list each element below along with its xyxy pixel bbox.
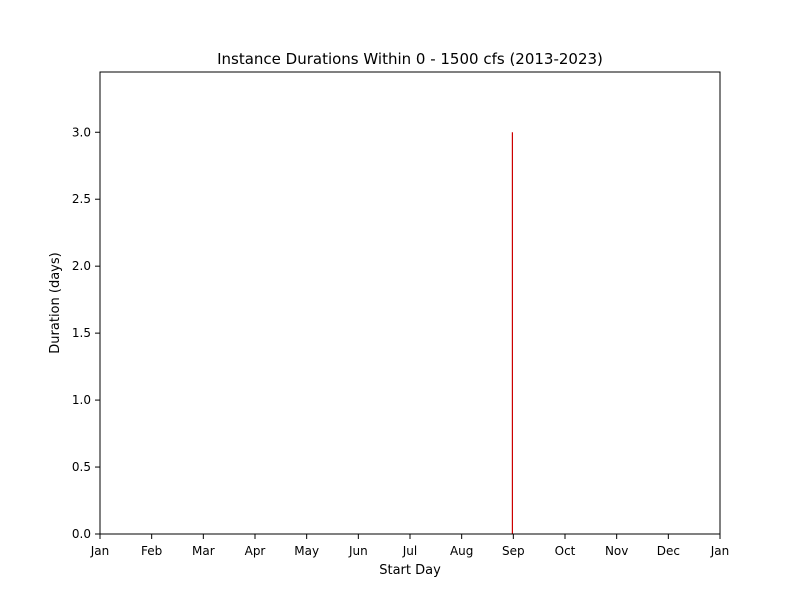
x-tick-label: Apr (245, 544, 266, 558)
y-tick-label: 3.0 (72, 125, 91, 139)
x-tick-label: Feb (141, 544, 162, 558)
duration-bar (511, 132, 513, 534)
y-tick-label: 1.0 (72, 393, 91, 407)
x-tick-label: Jan (710, 544, 730, 558)
x-tick-label: Mar (192, 544, 215, 558)
y-axis-label: Duration (days) (48, 252, 63, 353)
y-tick-label: 1.5 (72, 326, 91, 340)
x-tick-label: Oct (555, 544, 576, 558)
y-tick-label: 0.5 (72, 460, 91, 474)
x-tick-label: Nov (605, 544, 628, 558)
bars-layer (511, 132, 513, 534)
y-tick-label: 2.0 (72, 259, 91, 273)
x-axis-label: Start Day (379, 563, 441, 578)
x-axis: Jan Feb Mar Apr May Jun Jul Aug Sep Oct Nov Dec Jan (90, 534, 730, 558)
x-tick-label: Jul (402, 544, 417, 558)
x-tick-label: Dec (657, 544, 680, 558)
x-tick-label: Jan (90, 544, 110, 558)
chart-title: Instance Durations Within 0 - 1500 cfs (… (217, 50, 603, 68)
y-tick-label: 0.0 (72, 527, 91, 541)
y-tick-label: 2.5 (72, 192, 91, 206)
x-tick-label: May (294, 544, 319, 558)
x-tick-label: Aug (450, 544, 473, 558)
x-tick-label: Jun (348, 544, 368, 558)
x-tick-label: Sep (502, 544, 525, 558)
plot-area (100, 72, 720, 534)
y-axis: 0.0 0.5 1.0 1.5 2.0 2.5 3.0 (72, 125, 100, 541)
